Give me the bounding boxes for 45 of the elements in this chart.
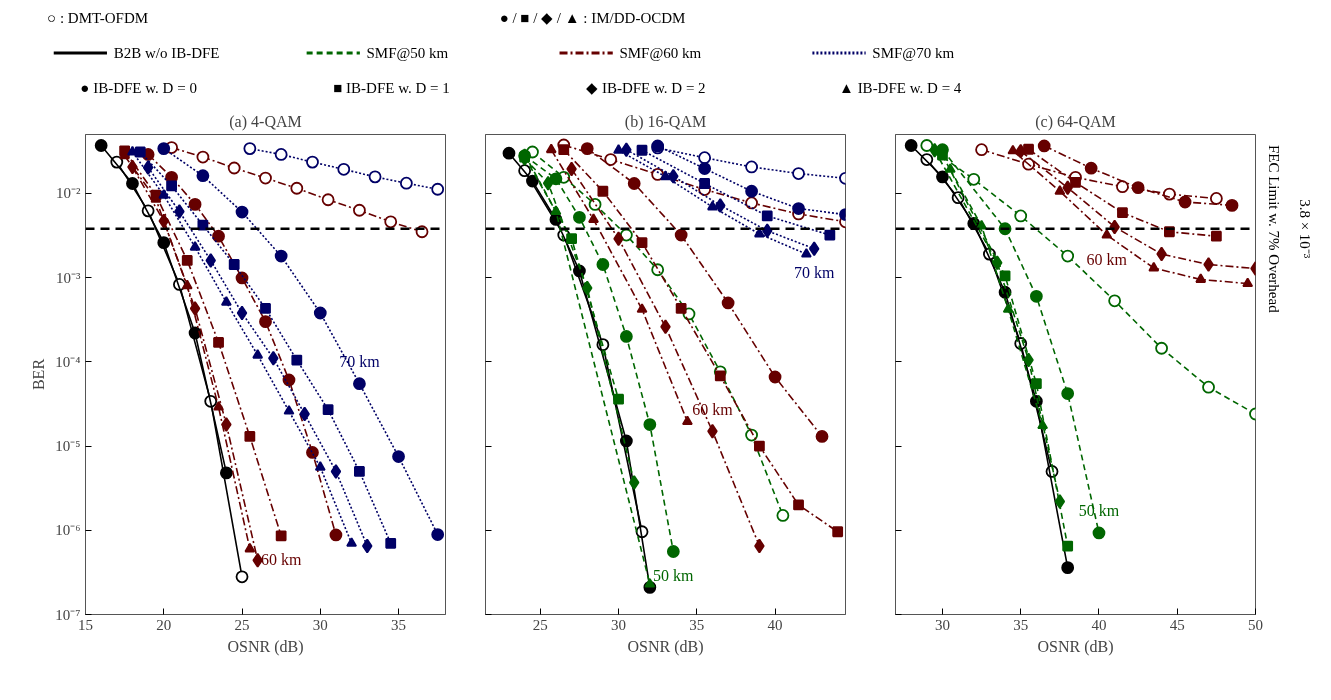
x-axis-title: OSNR (dB) [1037,637,1114,656]
x-tick-label: 35 [1013,616,1029,633]
annotation: 60 km [692,400,734,418]
y-tick-label: 10⁻⁶ [55,522,81,539]
annotation: 70 km [793,264,835,282]
x-tick-label: 25 [234,616,250,633]
annotation: 50 km [653,566,695,584]
text: ■ IB-DFE w. D = 1 [333,80,450,96]
annotation: 50 km [1078,502,1120,520]
chart-title: (c) 64-QAM [1035,112,1116,131]
text: ● / ■ / ◆ / ▲ : IM/DD-OCDM [499,10,686,26]
legend-label: SMF@50 km [366,45,449,61]
x-tick-label: 25 [532,616,548,633]
y-axis-title: BER [30,358,48,391]
x-tick-label: 35 [689,616,705,633]
legend-label: SMF@60 km [619,45,702,61]
text: ◆ IB-DFE w. D = 2 [586,80,706,96]
x-tick-label: 35 [391,616,407,633]
x-tick-label: 40 [1091,616,1107,633]
x-tick-label: 45 [1169,616,1185,633]
chart-title: (a) 4-QAM [229,112,302,131]
text: ○ : DMT-OFDM [47,10,149,26]
x-tick-label: 20 [156,616,172,633]
y-tick-label: 10⁻⁷ [55,606,81,623]
y-tick-label: 10⁻⁴ [55,353,81,370]
text: ● IB-DFE w. D = 0 [80,80,197,96]
annotation: 70 km [339,353,381,371]
text: ▲ IB-DFE w. D = 4 [839,80,962,96]
chart-title: (b) 16-QAM [624,112,707,131]
x-tick-label: 30 [312,616,328,633]
y-tick-label: 10⁻² [56,185,81,202]
annotation: 60 km [1086,250,1128,268]
x-tick-label: 30 [934,616,950,633]
legend-label: B2B w/o IB-DFE [113,45,220,61]
x-tick-label: 30 [611,616,627,633]
y-tick-label: 10⁻³ [56,269,81,286]
x-axis-title: OSNR (dB) [227,637,304,656]
x-tick-label: 15 [78,616,93,633]
y-tick-label: 10⁻⁵ [55,438,81,455]
x-axis-title: OSNR (dB) [627,637,704,656]
x-tick-label: 40 [767,616,783,633]
ref-line-label: FEC Limit w. 7% Overhead 3.8 × 10⁻³ [1265,144,1313,314]
x-tick-label: 50 [1248,616,1263,633]
legend-label: SMF@70 km [872,45,955,61]
annotation: 60 km [260,551,302,569]
